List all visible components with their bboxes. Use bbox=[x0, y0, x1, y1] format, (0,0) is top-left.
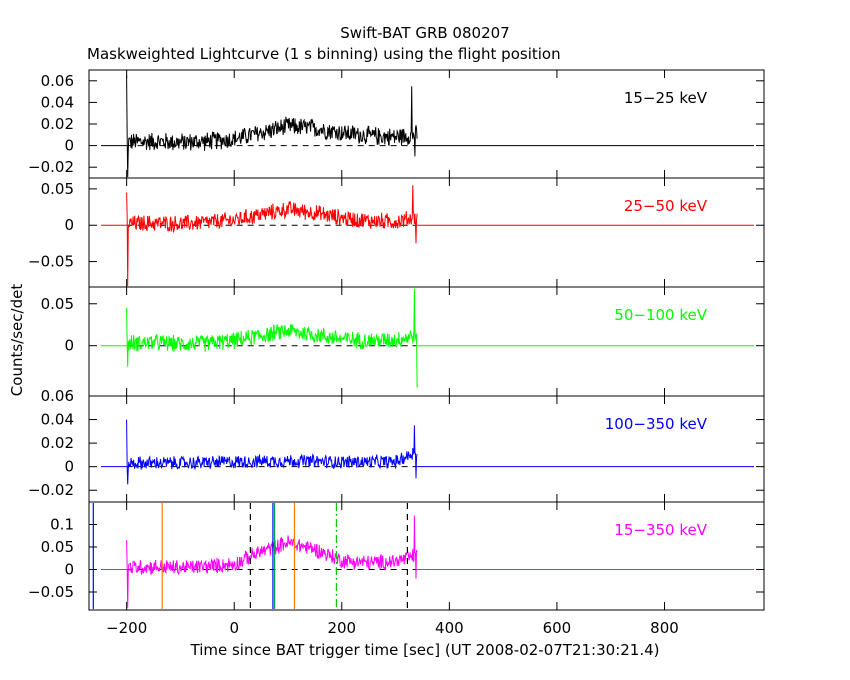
y-tick-label: 0 bbox=[64, 337, 74, 355]
series-label: 25−50 keV bbox=[624, 197, 708, 215]
y-tick-label: 0 bbox=[64, 561, 74, 579]
y-axis-label: Counts/sec/det bbox=[8, 284, 26, 397]
x-tick-label: 0 bbox=[229, 619, 239, 637]
panel-frame bbox=[88, 177, 765, 288]
panels: −0.02 0 0.02 0.04 0.06 15−25 keV −0.05 0 0.05 25−… bbox=[28, 69, 765, 611]
x-tick-labels: −200 0 200 400 600 800 bbox=[106, 619, 679, 637]
series-line bbox=[126, 75, 418, 178]
y-tick-label: 0.1 bbox=[50, 516, 74, 534]
series-label: 15−25 keV bbox=[624, 89, 708, 107]
y-tick-label: 0.04 bbox=[41, 93, 74, 111]
y-tick-label: 0.02 bbox=[41, 115, 74, 133]
y-tick-label: 0 bbox=[64, 458, 74, 476]
y-tick-label: 0.06 bbox=[41, 72, 74, 90]
panel-1: −0.05 0 0.05 25−50 keV bbox=[28, 177, 765, 288]
y-tick-label: 0 bbox=[64, 137, 74, 155]
y-tick-label: −0.05 bbox=[28, 253, 74, 271]
chart-title: Swift-BAT GRB 080207 bbox=[340, 24, 509, 42]
series-line bbox=[126, 185, 418, 287]
y-tick-label: −0.02 bbox=[28, 158, 74, 176]
panel-0: −0.02 0 0.02 0.04 0.06 15−25 keV bbox=[28, 69, 765, 179]
y-tick-label: 0.05 bbox=[41, 538, 74, 556]
panel-frame bbox=[88, 395, 765, 503]
panel-2: 0 0.05 50−100 keV bbox=[41, 286, 765, 397]
y-tick-label: −0.05 bbox=[28, 583, 74, 601]
x-axis-label: Time since BAT trigger time [sec] (UT 20… bbox=[190, 641, 660, 659]
series-label: 50−100 keV bbox=[614, 306, 707, 324]
x-tick-label: 600 bbox=[543, 619, 572, 637]
series-label: 15−350 keV bbox=[614, 521, 707, 539]
y-tick-label: 0.05 bbox=[41, 180, 74, 198]
y-tick-label: 0 bbox=[64, 216, 74, 234]
x-tick-label: −200 bbox=[106, 619, 147, 637]
y-tick-label: −0.02 bbox=[28, 481, 74, 499]
chart-subtitle: Maskweighted Lightcurve (1 s binning) us… bbox=[87, 45, 561, 63]
x-tick-label: 800 bbox=[650, 619, 679, 637]
y-tick-label: 0.02 bbox=[41, 434, 74, 452]
series-line bbox=[126, 419, 418, 485]
panel-frame bbox=[88, 501, 765, 611]
series-line bbox=[126, 288, 418, 388]
x-tick-label: 400 bbox=[435, 619, 464, 637]
panel-frame bbox=[88, 69, 765, 179]
series-line bbox=[126, 515, 418, 608]
y-tick-label: 0.04 bbox=[41, 411, 74, 429]
series-label: 100−350 keV bbox=[605, 415, 708, 433]
panel-3: −0.02 0 0.02 0.04 0.06 100−350 keV bbox=[28, 387, 765, 503]
y-tick-label: 0.05 bbox=[41, 295, 74, 313]
x-tick-label: 200 bbox=[327, 619, 356, 637]
panel-4: −0.05 0 0.05 0.1 15−350 keV bbox=[28, 501, 765, 611]
y-tick-label: 0.06 bbox=[41, 387, 74, 405]
